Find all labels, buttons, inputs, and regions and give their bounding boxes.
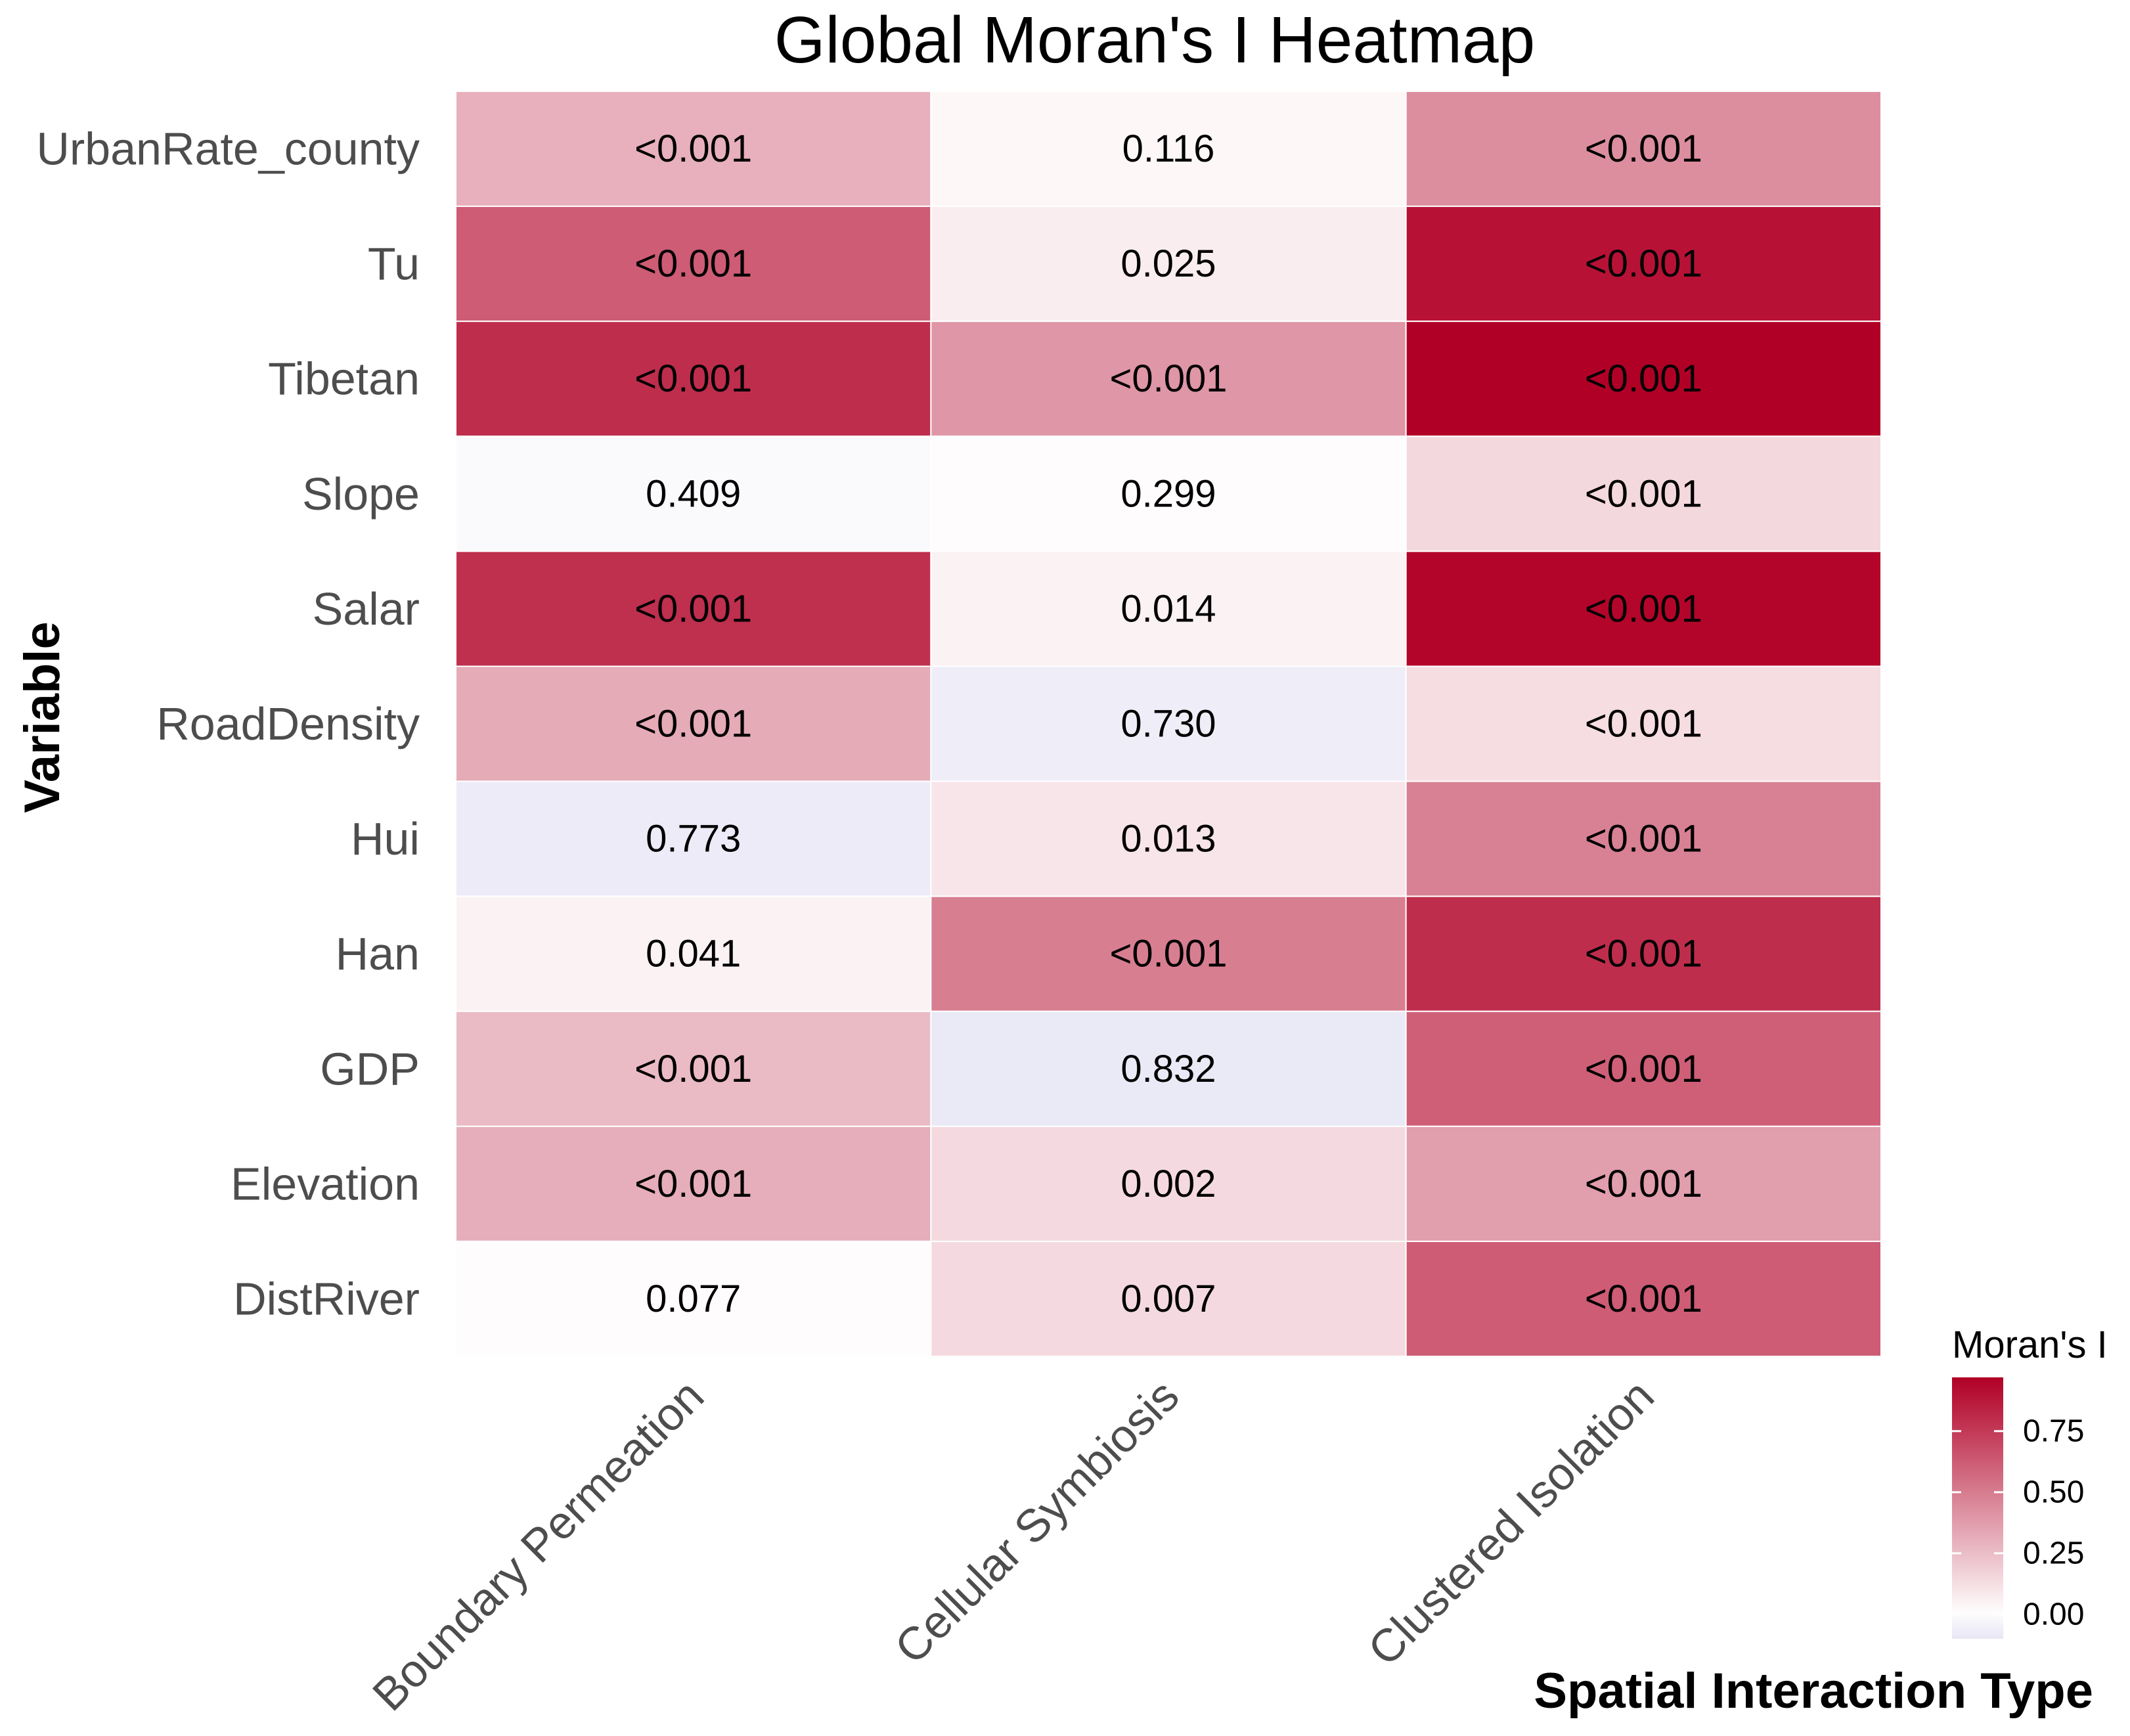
cell-salar-boundary-permeation — [455, 550, 932, 667]
cell-tu-cellular-symbiosis-label: 0.025 — [1120, 242, 1216, 285]
cell-elevation-clustered-isolation-label: <0.001 — [1585, 1163, 1702, 1205]
cell-hui-clustered-isolation — [1405, 780, 1882, 897]
cell-urbanrate-county-boundary-permeation-label: <0.001 — [634, 127, 752, 170]
cell-tibetan-clustered-isolation-label: <0.001 — [1585, 357, 1702, 400]
cell-tibetan-boundary-permeation-label: <0.001 — [634, 357, 752, 400]
legend-tick-label: 0.75 — [2023, 1413, 2084, 1448]
color-legend: Moran's I 0.75 0.50 0.25 0.00 — [1952, 1324, 2108, 1639]
cell-salar-boundary-permeation-label: <0.001 — [634, 587, 752, 630]
cell-distriver-cellular-symbiosis-label: 0.007 — [1120, 1278, 1216, 1320]
cell-distriver-clustered-isolation — [1405, 1240, 1882, 1357]
cell-elevation-clustered-isolation — [1405, 1125, 1882, 1242]
legend-tick-label: 0.25 — [2023, 1536, 2084, 1570]
cell-han-clustered-isolation — [1405, 895, 1882, 1012]
legend-tick-label: 0.00 — [2023, 1597, 2084, 1632]
cell-hui-cellular-symbiosis-label: 0.013 — [1120, 818, 1216, 860]
y-tick-salar: Salar — [313, 583, 420, 634]
cell-gdp-cellular-symbiosis-label: 0.832 — [1120, 1048, 1216, 1090]
cell-tu-clustered-isolation-label: <0.001 — [1585, 242, 1702, 285]
cell-urbanrate-county-boundary-permeation — [455, 91, 932, 208]
cell-urbanrate-county-clustered-isolation-label: <0.001 — [1585, 127, 1702, 170]
cell-tu-clustered-isolation — [1405, 206, 1882, 323]
cell-hui-boundary-permeation-label: 0.773 — [646, 818, 741, 860]
cell-salar-clustered-isolation — [1405, 550, 1882, 667]
cell-gdp-clustered-isolation-label: <0.001 — [1585, 1048, 1702, 1090]
cell-hui-clustered-isolation-label: <0.001 — [1585, 818, 1702, 860]
cell-han-boundary-permeation-label: 0.041 — [646, 933, 741, 975]
cell-salar-cellular-symbiosis-label: 0.014 — [1120, 587, 1216, 630]
cell-salar-clustered-isolation-label: <0.001 — [1585, 587, 1702, 630]
chart-title: Global Moran's I Heatmap — [774, 3, 1536, 77]
y-tick-distriver: DistRiver — [233, 1273, 420, 1324]
legend-ticks: 0.75 0.50 0.25 0.00 — [1952, 1413, 2084, 1632]
cell-gdp-clustered-isolation — [1405, 1010, 1882, 1127]
cell-tibetan-cellular-symbiosis-label: <0.001 — [1109, 357, 1227, 400]
cell-han-clustered-isolation-label: <0.001 — [1585, 933, 1702, 975]
y-tick-urbanrate-county: UrbanRate_county — [36, 123, 420, 175]
y-tick-roaddensity: RoadDensity — [156, 698, 420, 749]
legend-tick-label: 0.50 — [2023, 1475, 2084, 1509]
cell-slope-boundary-permeation-label: 0.409 — [646, 472, 741, 515]
cell-slope-clustered-isolation-label: <0.001 — [1585, 472, 1702, 515]
cell-salar-cellular-symbiosis — [930, 550, 1407, 667]
cell-elevation-cellular-symbiosis — [930, 1125, 1407, 1242]
x-axis-label: Spatial Interaction Type — [1534, 1663, 2093, 1719]
y-tick-gdp: GDP — [320, 1043, 420, 1094]
cell-elevation-boundary-permeation-label: <0.001 — [634, 1163, 752, 1205]
cell-tu-cellular-symbiosis — [930, 206, 1407, 323]
cell-elevation-cellular-symbiosis-label: 0.002 — [1120, 1163, 1216, 1205]
cell-hui-boundary-permeation — [455, 780, 932, 897]
heatmap-cell-labels: <0.001 0.116 <0.001 <0.001 0.025 <0.001 <0.001… — [634, 127, 1702, 1320]
y-tick-tibetan: Tibetan — [268, 353, 420, 405]
heatmap-cells — [455, 91, 1882, 1357]
x-axis-ticks: Boundary Permeation Cellular Symbiosis Clu… — [363, 1369, 1664, 1720]
cell-gdp-boundary-permeation — [455, 1010, 932, 1127]
cell-hui-cellular-symbiosis — [930, 780, 1407, 897]
cell-roaddensity-cellular-symbiosis-label: 0.730 — [1120, 703, 1216, 746]
cell-roaddensity-boundary-permeation-label: <0.001 — [634, 703, 752, 746]
cell-han-cellular-symbiosis — [930, 895, 1407, 1012]
cell-tu-boundary-permeation-label: <0.001 — [634, 242, 752, 285]
y-axis-label: Variable — [14, 621, 70, 813]
cell-roaddensity-boundary-permeation — [455, 665, 932, 782]
y-tick-tu: Tu — [368, 238, 420, 290]
cell-slope-cellular-symbiosis-label: 0.299 — [1120, 472, 1216, 515]
legend-color-bar — [1952, 1377, 2003, 1639]
cell-slope-clustered-isolation — [1405, 435, 1882, 552]
cell-distriver-boundary-permeation — [455, 1240, 932, 1357]
y-tick-slope: Slope — [302, 468, 420, 520]
cell-roaddensity-clustered-isolation-label: <0.001 — [1585, 703, 1702, 746]
cell-han-cellular-symbiosis-label: <0.001 — [1109, 933, 1227, 975]
cell-roaddensity-clustered-isolation — [1405, 665, 1882, 782]
cell-slope-boundary-permeation — [455, 435, 932, 552]
cell-tu-boundary-permeation — [455, 206, 932, 323]
y-axis-ticks: UrbanRate_county Tu Tibetan Slope Salar RoadD… — [36, 123, 420, 1325]
legend-title: Moran's I — [1952, 1324, 2108, 1366]
x-tick-boundary-permeation: Boundary Permeation — [363, 1369, 713, 1720]
cell-urbanrate-county-cellular-symbiosis-label: 0.116 — [1122, 127, 1215, 170]
cell-elevation-boundary-permeation — [455, 1125, 932, 1242]
cell-tibetan-cellular-symbiosis — [930, 321, 1407, 437]
y-tick-elevation: Elevation — [231, 1158, 420, 1209]
x-tick-cellular-symbiosis: Cellular Symbiosis — [885, 1369, 1188, 1673]
cell-urbanrate-county-clustered-isolation — [1405, 91, 1882, 208]
cell-distriver-clustered-isolation-label: <0.001 — [1585, 1278, 1702, 1320]
x-tick-clustered-isolation: Clustered Isolation — [1358, 1369, 1664, 1675]
cell-han-boundary-permeation — [455, 895, 932, 1012]
y-tick-han: Han — [336, 928, 420, 979]
cell-gdp-boundary-permeation-label: <0.001 — [634, 1048, 752, 1090]
cell-roaddensity-cellular-symbiosis — [930, 665, 1407, 782]
cell-urbanrate-county-cellular-symbiosis — [930, 91, 1407, 208]
cell-distriver-boundary-permeation-label: 0.077 — [646, 1278, 741, 1320]
y-tick-hui: Hui — [351, 813, 420, 864]
